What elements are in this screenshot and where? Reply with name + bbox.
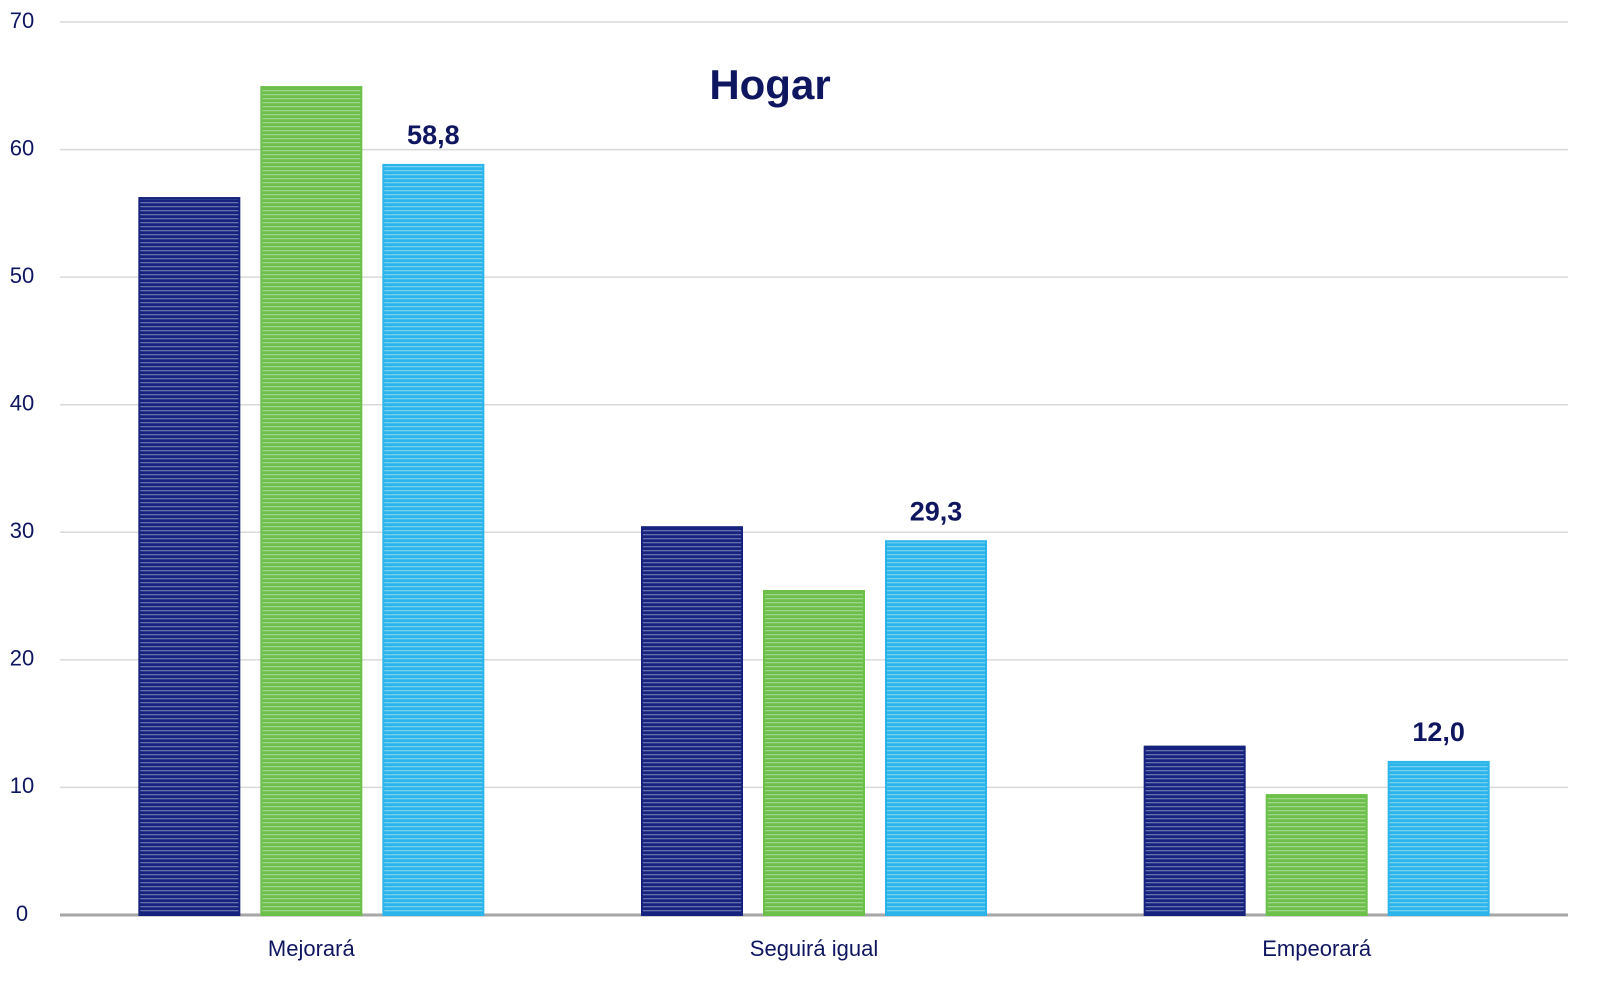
bar	[1387, 760, 1490, 917]
bar	[382, 163, 485, 916]
bar	[885, 540, 987, 916]
y-tick-label: 10	[10, 773, 34, 798]
y-tick-label: 40	[10, 391, 34, 416]
y-tick-label: 20	[10, 646, 34, 671]
chart-title: Hogar	[709, 61, 830, 108]
value-label: 29,3	[910, 496, 963, 526]
y-tick-label: 60	[10, 135, 34, 160]
y-tick-label: 30	[10, 518, 34, 543]
x-tick-label: Empeorará	[1262, 936, 1372, 961]
y-tick-label: 0	[16, 901, 28, 926]
y-tick-label: 50	[10, 263, 34, 288]
x-tick-label: Seguirá igual	[750, 936, 878, 961]
bar	[1265, 794, 1368, 917]
bar	[763, 589, 865, 916]
bar	[641, 526, 743, 916]
value-label: 12,0	[1412, 717, 1465, 747]
value-label: 58,8	[407, 120, 460, 150]
bar	[260, 86, 363, 917]
x-tick-label: Mejorará	[268, 936, 356, 961]
y-tick-label: 70	[10, 8, 34, 33]
bar	[1143, 745, 1246, 916]
bar	[138, 197, 241, 916]
